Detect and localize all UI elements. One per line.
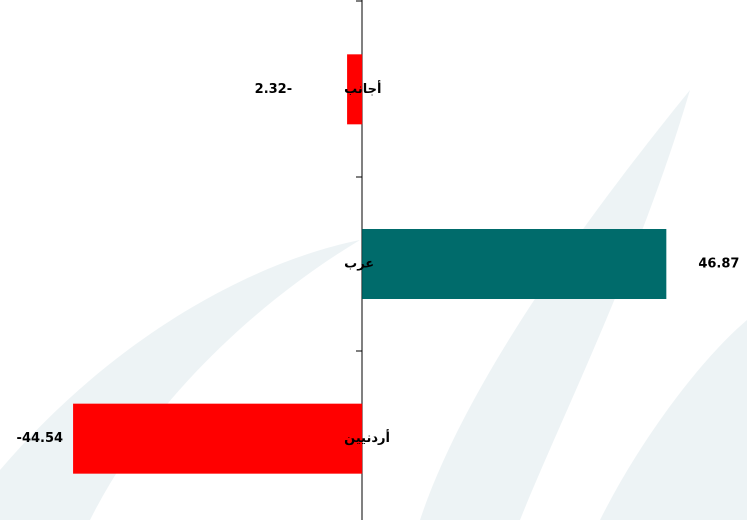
category-label: أجانب (344, 80, 381, 97)
category-label: عرب (344, 257, 374, 272)
watermark-leaf (0, 240, 360, 520)
bar (362, 229, 667, 299)
bar (347, 54, 363, 125)
value-label: 46.87 (698, 257, 739, 272)
watermark-leaf (600, 320, 747, 520)
bar (73, 403, 363, 474)
value-label: -44.54 (17, 431, 64, 446)
watermark-leaf (420, 90, 690, 520)
category-label: أردنيين (344, 429, 390, 446)
value-label: 2.32- (255, 82, 292, 97)
